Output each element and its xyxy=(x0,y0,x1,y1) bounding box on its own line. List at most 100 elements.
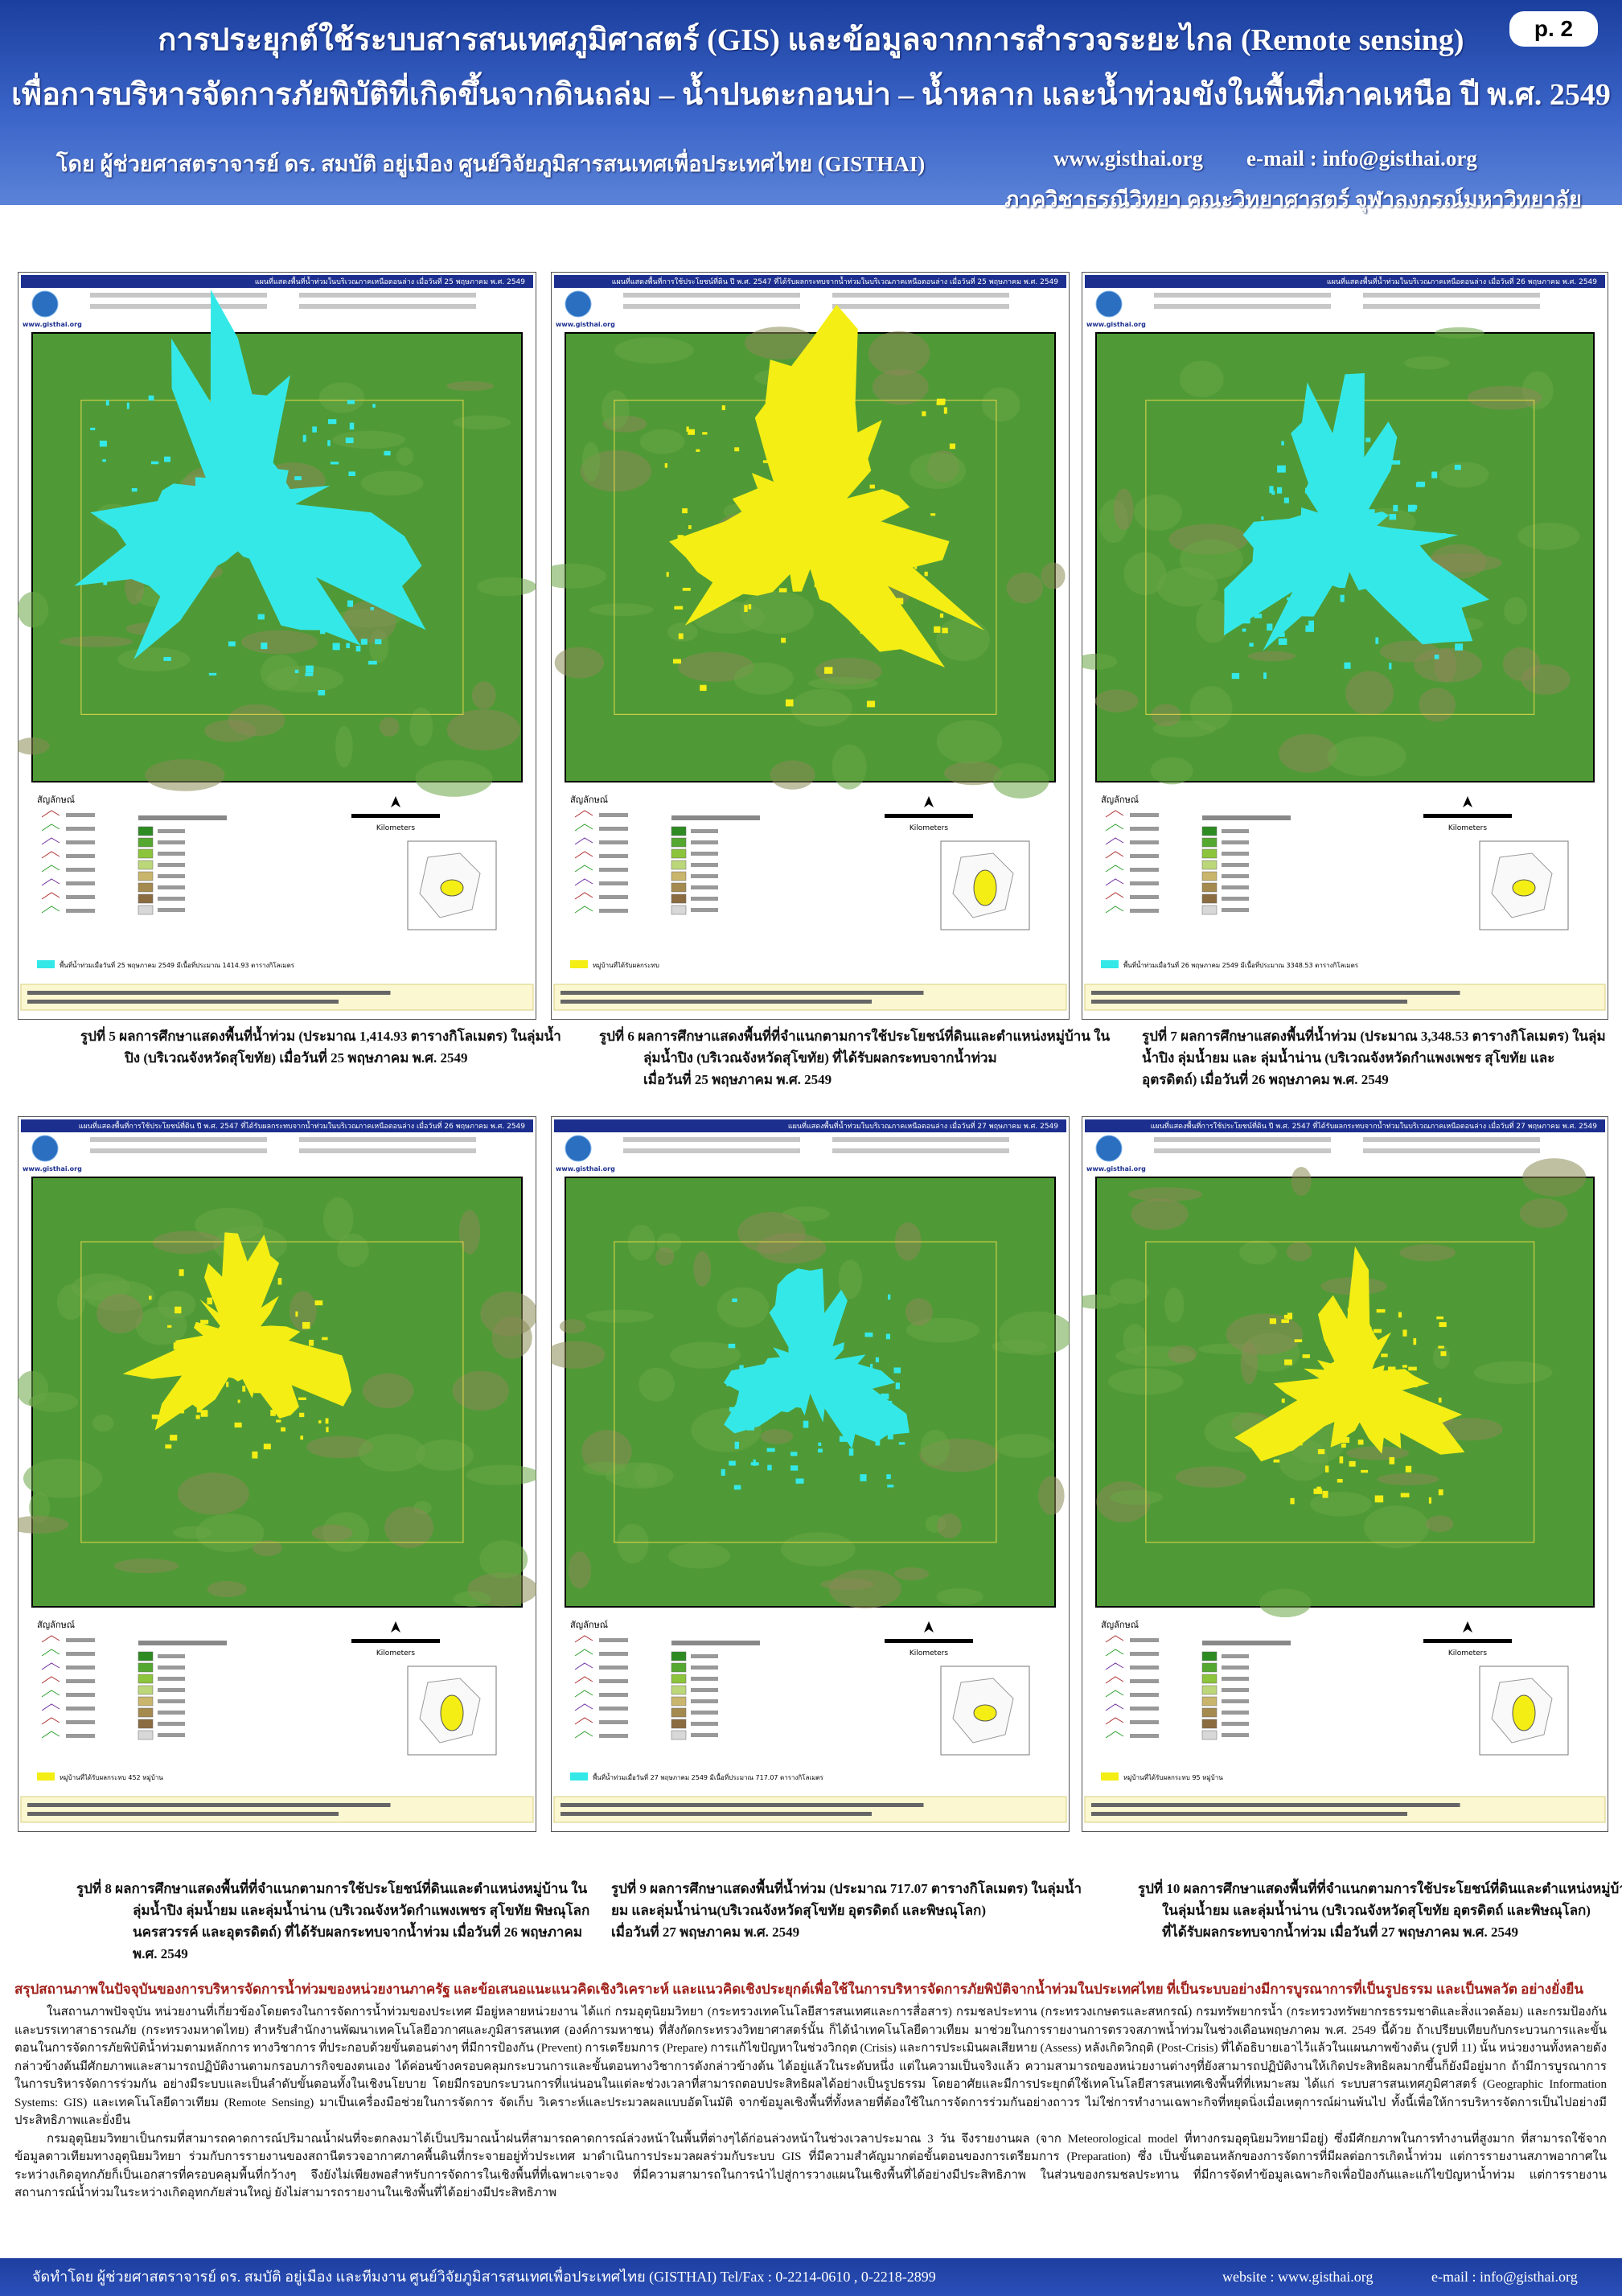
legend-swatch xyxy=(1201,848,1218,859)
flood-patch xyxy=(1287,1312,1293,1320)
terrain xyxy=(551,1341,606,1369)
flood-patch xyxy=(1304,527,1311,532)
legend-swatch xyxy=(671,882,687,893)
legend-text xyxy=(691,1666,718,1670)
legend-swatch xyxy=(1201,871,1218,881)
flood-patch xyxy=(252,1451,258,1459)
flood-patch xyxy=(884,1400,893,1404)
logo-text: www.gisthai.org xyxy=(556,1165,615,1173)
legend-swatch xyxy=(138,871,154,881)
legend-text xyxy=(1130,1707,1159,1711)
terrain xyxy=(1134,494,1182,532)
flood-patch xyxy=(1300,545,1308,550)
flood-patch xyxy=(165,1444,172,1449)
terrain xyxy=(1094,689,1139,713)
legend-text xyxy=(1222,829,1249,833)
flood-patch xyxy=(331,533,339,540)
terrain xyxy=(770,760,815,790)
terrain xyxy=(491,1316,532,1359)
flood-patch xyxy=(167,1325,172,1328)
terrain xyxy=(177,1472,249,1515)
flood-patch xyxy=(319,627,326,635)
legend-note: หมู่บ้านที่ได้รับผลกระทบ 452 หมู่บ้าน xyxy=(60,1772,163,1782)
flood-patch xyxy=(297,508,304,516)
legend-text xyxy=(66,868,95,872)
terrain xyxy=(808,676,879,690)
terrain xyxy=(1189,686,1233,731)
legend-line xyxy=(41,865,60,873)
terrain xyxy=(409,707,433,746)
legend-text xyxy=(158,829,185,833)
flood-patch xyxy=(867,588,870,593)
note-swatch xyxy=(570,1772,588,1781)
flood-patch xyxy=(298,1397,306,1400)
legend-text xyxy=(691,1654,718,1658)
title-bar xyxy=(21,1119,533,1132)
flood-patch xyxy=(1273,1459,1280,1463)
flood-patch xyxy=(1431,471,1438,479)
flood-patch xyxy=(325,1418,329,1424)
terrain xyxy=(1426,1515,1454,1533)
header: p. 2 การประยุกต์ใช้ระบบสารสนเทศภูมิศาสตร… xyxy=(0,0,1622,212)
legend-text xyxy=(599,840,628,844)
header-note xyxy=(832,1148,1009,1153)
flood-patch xyxy=(1413,1337,1417,1345)
legend-note: พื้นที่น้ำท่วมเมื่อวันที่ 26 พฤษภาคม 254… xyxy=(1123,960,1359,969)
flood-patch xyxy=(177,1345,183,1349)
terrain xyxy=(992,763,1049,799)
flood-area xyxy=(1234,1246,1465,1462)
flood-patch xyxy=(1316,1395,1322,1403)
flood-patch xyxy=(812,1342,819,1350)
terrain xyxy=(760,1429,794,1444)
legend-line xyxy=(574,851,593,859)
flood-patch xyxy=(1317,1448,1325,1455)
terrain xyxy=(717,1287,770,1328)
legend-text xyxy=(66,1734,95,1738)
legend-swatch xyxy=(1201,826,1218,836)
source-text xyxy=(27,991,391,995)
conclusion: สรุปสถานภาพในปัจจุบันของการบริหารจัดการน… xyxy=(14,1978,1607,2203)
flood-patch xyxy=(1267,623,1273,631)
legend-swatch xyxy=(138,1651,154,1661)
flood-patch xyxy=(672,659,681,664)
legend-line xyxy=(1105,851,1124,859)
terrain xyxy=(415,760,493,797)
flood-patch xyxy=(360,639,368,645)
terrain xyxy=(145,758,225,791)
flood-patch xyxy=(148,395,154,401)
department: ภาควิชาธรณีวิทยา คณะวิทยาศาสตร์ จุฬาลงกร… xyxy=(1004,187,1582,212)
flood-patch xyxy=(202,1394,211,1399)
figure-caption: น้ำปิง ลุ่มน้ำยม และ ลุ่มน้ำน่าน (บริเวณ… xyxy=(1142,1050,1555,1066)
logo xyxy=(1095,1135,1123,1162)
terrain xyxy=(1517,522,1580,550)
flood-patch xyxy=(265,1374,272,1381)
legend-swatch xyxy=(1201,1707,1218,1718)
flood-patch xyxy=(1296,1388,1304,1393)
flood-patch xyxy=(682,508,688,514)
flood-patch xyxy=(164,456,171,462)
flood-patch xyxy=(213,1361,218,1369)
flood-patch xyxy=(1257,540,1260,544)
terrain xyxy=(113,1559,179,1574)
legend-text xyxy=(599,881,628,885)
terrain xyxy=(1432,1345,1450,1370)
flood-patch xyxy=(203,1345,211,1352)
flood-patch xyxy=(1393,504,1398,511)
terrain xyxy=(617,1523,649,1564)
terrain xyxy=(1110,1489,1164,1505)
flood-patch xyxy=(717,562,721,565)
terrain xyxy=(335,725,353,768)
flood-patch xyxy=(1305,487,1312,494)
legend-text xyxy=(66,1720,95,1724)
flood-patch xyxy=(737,589,743,594)
legend-line xyxy=(1105,1662,1124,1670)
flood-patch xyxy=(677,535,684,541)
terrain xyxy=(554,647,604,679)
legend-text xyxy=(66,1693,95,1697)
flood-patch xyxy=(237,1399,240,1403)
map-figure: แผนที่แสดงพื้นที่น้ำท่วมในบริเวณภาคเหนือ… xyxy=(18,272,536,1020)
note-swatch xyxy=(570,960,588,968)
flood-patch xyxy=(875,1439,881,1446)
flood-patch xyxy=(729,1460,736,1466)
flood-patch xyxy=(749,1406,756,1409)
